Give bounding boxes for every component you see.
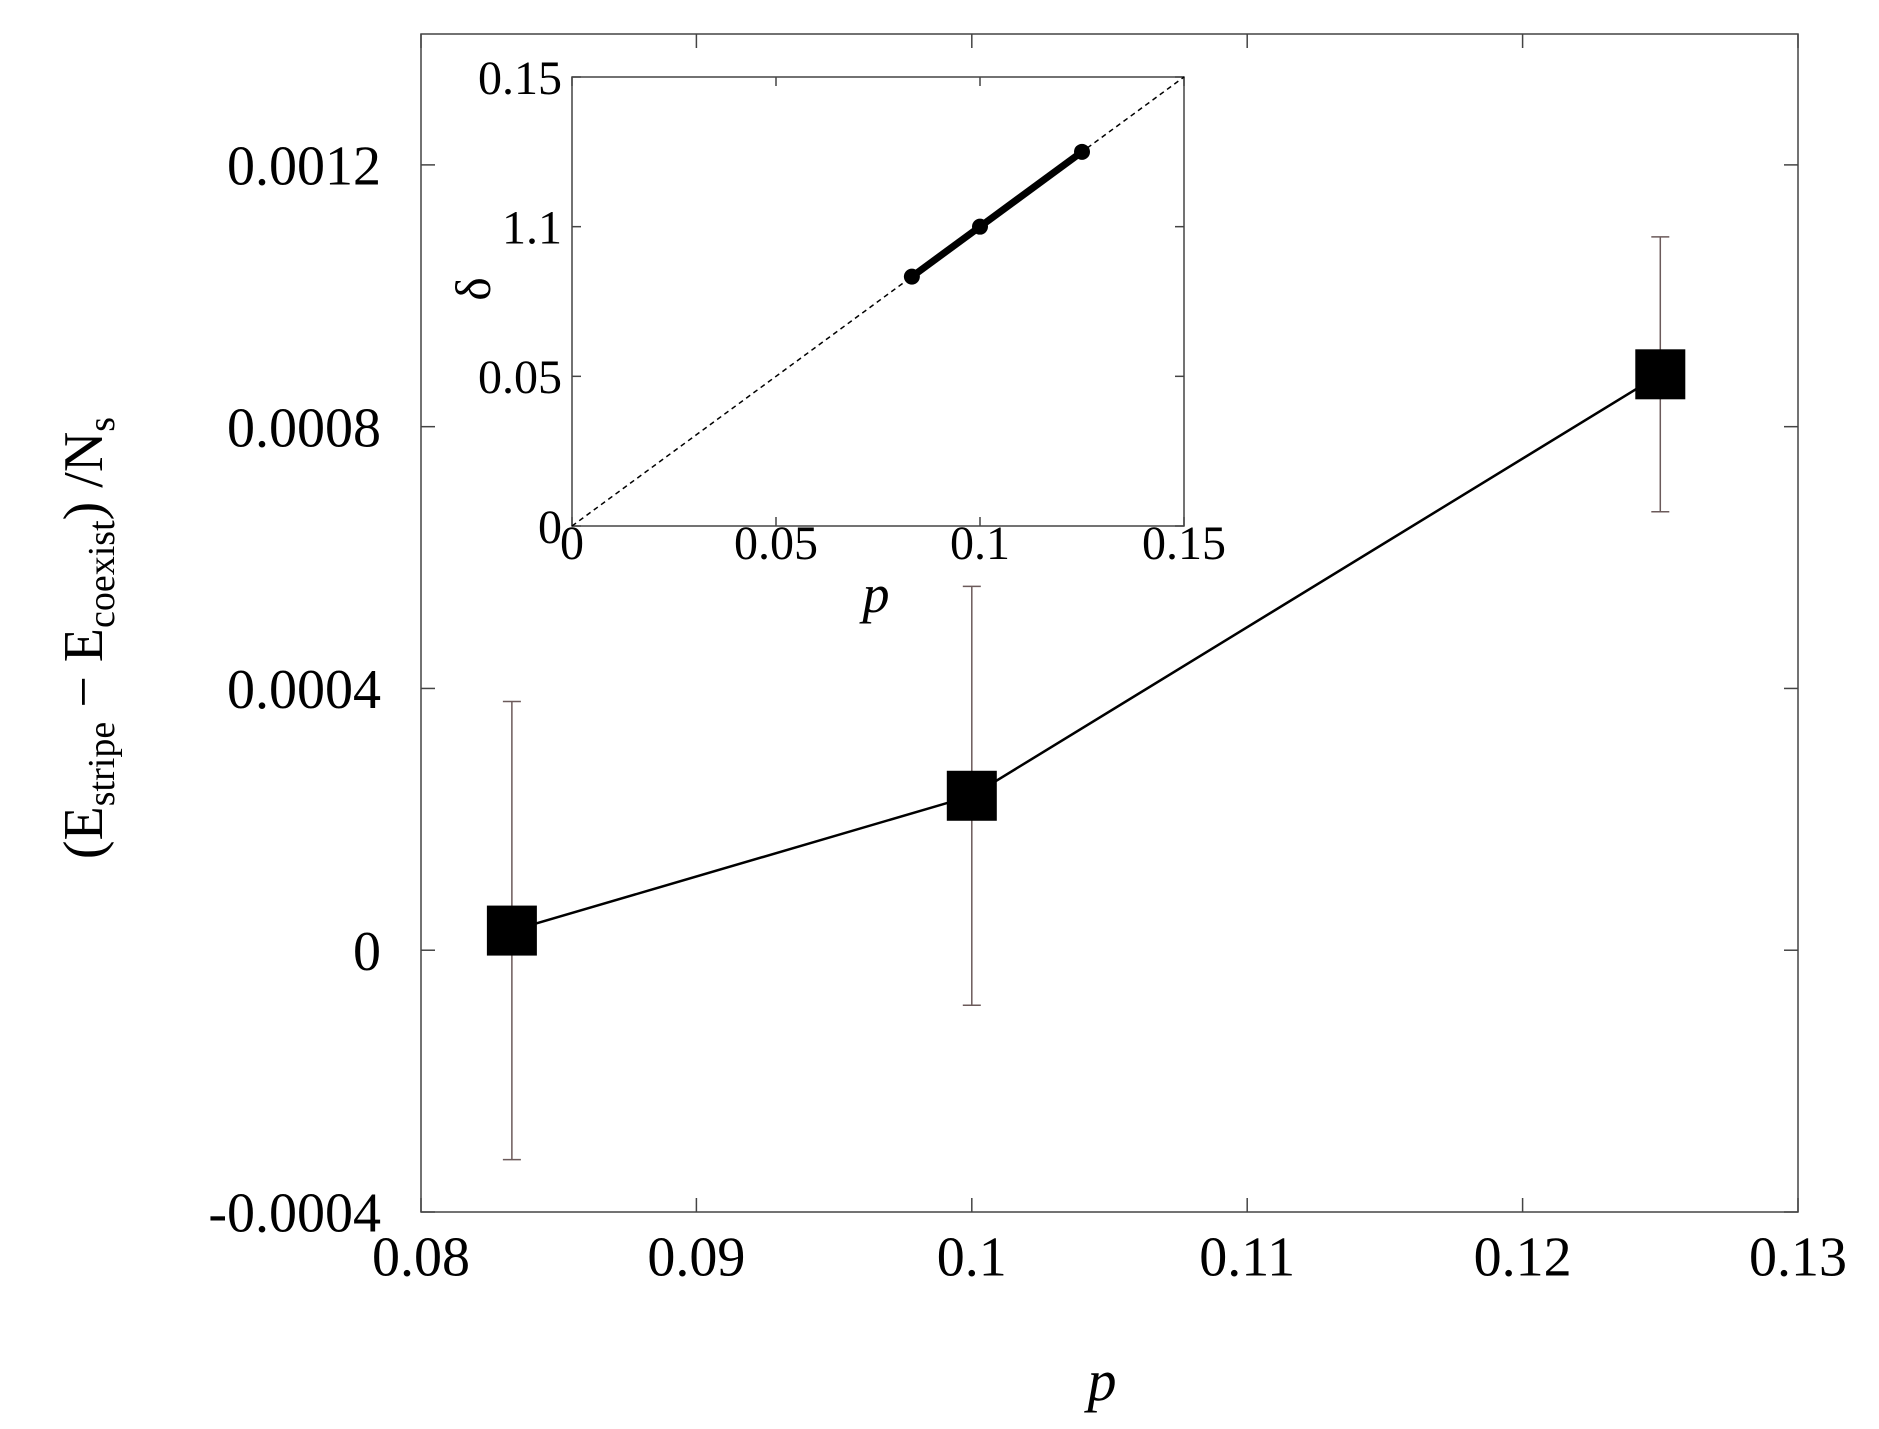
inset-y-axis-label: δ <box>445 277 501 301</box>
x-tick-label: 0.13 <box>1749 1227 1847 1289</box>
x-tick-label: 0.1 <box>937 1227 1007 1289</box>
y-tick-label: -0.0004 <box>208 1183 381 1245</box>
marker <box>946 770 997 821</box>
y-tick-label: 0.0012 <box>227 135 381 197</box>
marker <box>1635 349 1686 400</box>
inset-x-tick-label: 0 <box>560 517 584 570</box>
y-label-sub: s <box>81 417 123 432</box>
y-tick-label: 0.0004 <box>227 659 381 721</box>
y-axis-label: (Estripe − Ecoexist) /Ns <box>53 417 123 859</box>
inset-marker <box>972 218 988 235</box>
x-tick-label: 0.12 <box>1474 1227 1572 1289</box>
inset-marker <box>1074 143 1090 160</box>
inset-y-tick-label: 0 <box>538 501 562 554</box>
marker <box>486 905 537 956</box>
inset-y-tick-label: 1.1 <box>502 201 562 254</box>
x-tick-label: 0.09 <box>647 1227 745 1289</box>
inset-marker <box>903 268 920 285</box>
inset-y-tick-label: 0.15 <box>478 52 562 105</box>
y-label-part: ) /N <box>53 432 115 521</box>
inset-y-tick-label: 0.05 <box>478 351 562 404</box>
x-tick-label: 0.11 <box>1199 1227 1295 1289</box>
y-tick-label: 0 <box>353 921 381 983</box>
y-label-sub: coexist <box>81 520 123 628</box>
inset-x-tick-label: 0.05 <box>734 517 818 570</box>
y-tick-label: 0.0008 <box>227 397 381 459</box>
inset-x-axis-label: p <box>859 564 890 624</box>
x-axis-label: p <box>1084 1348 1117 1413</box>
x-tick-label: 0.08 <box>372 1227 470 1289</box>
y-label-part: − E <box>53 628 115 722</box>
y-label-part: (E <box>53 806 115 859</box>
inset-plot: 0 0.05 0.1 0.15 0 0.05 1.1 0.15 <box>478 52 1226 570</box>
inset-x-tick-label: 0.1 <box>950 517 1010 570</box>
inset-x-tick-label: 0.15 <box>1142 517 1226 570</box>
y-label-sub: stripe <box>81 722 123 806</box>
